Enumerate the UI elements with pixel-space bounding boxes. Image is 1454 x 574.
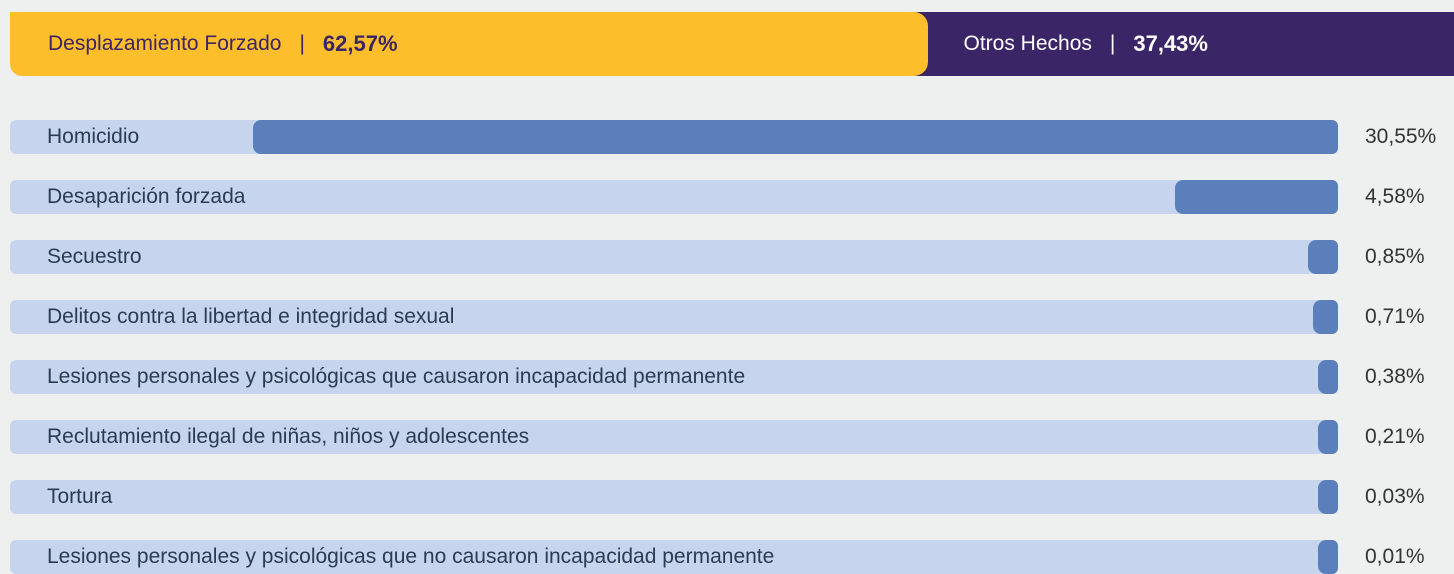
- bar-row: Lesiones personales y psicológicas que c…: [10, 360, 1454, 394]
- category-label: Desaparición forzada: [47, 185, 246, 208]
- category-label: Lesiones personales y psicológicas que n…: [47, 545, 775, 568]
- category-label: Tortura: [47, 485, 113, 508]
- category-label: Secuestro: [47, 245, 142, 268]
- header-separator: |: [299, 32, 305, 55]
- header-segment: Desplazamiento Forzado | 62,57%: [10, 12, 928, 76]
- value-label: 0,21%: [1365, 425, 1425, 448]
- bar: [1318, 540, 1338, 574]
- bar: [1318, 480, 1338, 514]
- bar: [1318, 420, 1338, 454]
- bar-row: Lesiones personales y psicológicas que n…: [10, 540, 1454, 574]
- bar-row: Homicidio 30,55%: [10, 120, 1454, 154]
- bar-row: Tortura 0,03%: [10, 480, 1454, 514]
- value-label: 0,03%: [1365, 485, 1425, 508]
- category-label: Homicidio: [47, 125, 140, 148]
- bar-track: [10, 180, 1338, 214]
- value-label: 0,71%: [1365, 305, 1425, 328]
- value-label: 30,55%: [1365, 125, 1437, 148]
- bar-track: [10, 420, 1338, 454]
- header-separator: |: [1109, 32, 1116, 55]
- header-name: Desplazamiento Forzado: [48, 32, 282, 55]
- bar-row: Desaparición forzada 4,58%: [10, 180, 1454, 214]
- bar-row: Secuestro 0,85%: [10, 240, 1454, 274]
- bar-track: [10, 480, 1338, 514]
- bar-track: [10, 360, 1338, 394]
- header-segment: Otros Hechos | 37,43%: [913, 12, 1454, 76]
- value-label: 0,01%: [1365, 545, 1425, 568]
- category-label: Lesiones personales y psicológicas que c…: [47, 365, 746, 388]
- bar-row: Delitos contra la libertad e integridad …: [10, 300, 1454, 334]
- value-label: 0,85%: [1365, 245, 1425, 268]
- bar-row: Reclutamiento ilegal de niñas, niños y a…: [10, 420, 1454, 454]
- bar: [1312, 300, 1338, 334]
- bar-track: [10, 300, 1338, 334]
- category-label: Reclutamiento ilegal de niñas, niños y a…: [47, 425, 530, 448]
- bar: [1318, 360, 1338, 394]
- header-value: 62,57%: [322, 31, 398, 56]
- bar-track: [10, 540, 1338, 574]
- bar: [1307, 240, 1338, 274]
- value-label: 4,58%: [1365, 185, 1425, 208]
- header-strip: Desplazamiento Forzado | 62,57% Otros Hecho…: [10, 12, 1454, 76]
- value-label: 0,38%: [1365, 365, 1425, 388]
- bar: [1175, 180, 1338, 214]
- bar-track: [10, 240, 1338, 274]
- category-label: Delitos contra la libertad e integridad …: [47, 305, 455, 328]
- bar: [253, 120, 1338, 154]
- header-value: 37,43%: [1133, 31, 1208, 56]
- header-name: Otros Hechos: [963, 32, 1092, 55]
